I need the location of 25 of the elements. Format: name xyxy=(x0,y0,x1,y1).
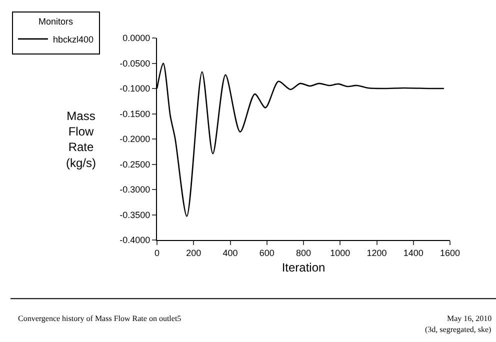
y-tick-label: -0.1000 xyxy=(120,84,150,94)
x-tick-label: 1400 xyxy=(403,248,424,258)
x-tick-label: 600 xyxy=(259,248,274,258)
y-tick-label: -0.2500 xyxy=(120,159,150,170)
text: Convergence history of Mass Flow Rate on outlet5 xyxy=(18,314,182,323)
y-tick-label: -0.3500 xyxy=(120,210,150,220)
y-axis-title: Mass Flow Rate (kg/s) xyxy=(66,109,96,170)
x-tick-label: 400 xyxy=(222,248,238,258)
legend-title: Monitors xyxy=(38,16,74,26)
y-tick-label: -0.3000 xyxy=(120,184,150,195)
y-tick-label: 0.0000 xyxy=(122,33,150,44)
y-tick-label: -0.2000 xyxy=(120,134,150,144)
y-tick-label: -0.0500 xyxy=(120,58,150,68)
x-tick-label: 1000 xyxy=(330,248,350,258)
x-tick-label: 0 xyxy=(154,248,160,258)
x-axis-title: Iteration xyxy=(282,260,326,275)
x-tick-label: 200 xyxy=(186,248,202,258)
y-tick-label: -0.4000 xyxy=(120,235,150,246)
text: May 16, 2010 xyxy=(447,314,492,323)
legend-label: hbckzl400 xyxy=(52,34,94,44)
y-tick-label: -0.1500 xyxy=(120,108,150,119)
x-tick-label: 1200 xyxy=(366,248,387,258)
x-tick-label: 1600 xyxy=(440,248,460,258)
x-tick-label: 800 xyxy=(296,248,312,258)
text: (3d, segregated, ske) xyxy=(425,325,492,334)
